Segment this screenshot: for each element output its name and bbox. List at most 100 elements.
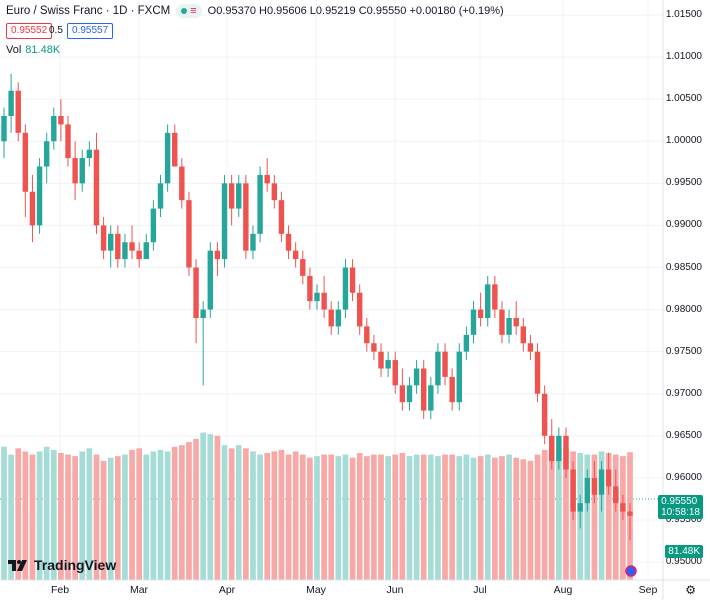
volume-bar xyxy=(171,446,178,580)
price-tick-label: 0.97000 xyxy=(665,387,702,399)
price-tick-label: 0.99500 xyxy=(665,177,702,189)
candle xyxy=(613,469,619,512)
sell-button[interactable]: 0.95552 xyxy=(6,23,53,39)
candle-body xyxy=(43,141,50,167)
candle xyxy=(236,174,242,217)
candle xyxy=(122,233,128,268)
ohlc-readout: O0.95370 H0.95606 L0.95219 C0.95550 +0.0… xyxy=(207,5,504,17)
candle-body xyxy=(236,183,242,209)
settings-gear-icon[interactable]: ⚙ xyxy=(685,583,696,597)
candle xyxy=(449,368,455,411)
candle xyxy=(172,124,178,167)
volume-bar xyxy=(29,454,36,580)
candle xyxy=(541,385,548,445)
time-tick-label: Jun xyxy=(386,584,404,596)
candle-body xyxy=(428,385,434,411)
candle xyxy=(285,225,292,260)
candle-body xyxy=(349,267,356,293)
candle-body xyxy=(150,208,157,243)
candle-body xyxy=(36,166,43,226)
candle xyxy=(207,242,213,318)
volume-bar xyxy=(278,449,285,580)
candle xyxy=(406,376,413,411)
volume-bar xyxy=(563,448,569,580)
volume-bar xyxy=(371,454,377,580)
volume-bar xyxy=(79,451,86,580)
candle-body xyxy=(513,318,519,327)
candle xyxy=(164,124,171,192)
volume-bar xyxy=(541,449,548,580)
candle xyxy=(200,301,206,386)
buy-button[interactable]: 0.95557 xyxy=(67,23,114,39)
volume-bar xyxy=(122,454,128,580)
candle xyxy=(100,217,107,260)
market-status[interactable]: ≡ xyxy=(176,4,202,18)
candle xyxy=(456,343,462,411)
candle-body xyxy=(556,435,562,462)
volume-bar xyxy=(299,454,306,580)
volume-bar xyxy=(463,454,470,580)
candle-body xyxy=(591,477,598,495)
candle xyxy=(563,427,569,478)
candle-body xyxy=(172,132,178,167)
volume-bar xyxy=(385,456,391,580)
candle-body xyxy=(314,292,320,302)
volume-bar xyxy=(150,451,157,580)
candle xyxy=(43,132,50,184)
candle-body xyxy=(179,166,185,201)
candle xyxy=(278,191,285,243)
volume-bar xyxy=(129,449,135,580)
candle xyxy=(22,124,29,217)
volume-bar xyxy=(442,454,448,580)
time-tick-label: Mar xyxy=(129,584,149,596)
candle xyxy=(506,309,512,344)
candle-body xyxy=(328,309,334,327)
candle xyxy=(29,174,36,243)
candle-body xyxy=(577,503,583,512)
volume-bar xyxy=(250,451,256,580)
candle-body xyxy=(520,326,526,344)
candle xyxy=(1,107,7,159)
candle-body xyxy=(506,318,512,335)
tradingview-logo[interactable]: TradingView xyxy=(8,557,116,573)
candle xyxy=(485,275,491,327)
volume-bar xyxy=(285,454,292,580)
candle-body xyxy=(200,309,206,318)
volume-bar xyxy=(93,454,100,580)
candle xyxy=(534,343,541,403)
candle xyxy=(221,174,228,268)
candle-body xyxy=(421,368,427,411)
volume-bar xyxy=(556,446,562,580)
candle xyxy=(300,250,306,285)
volume-bar xyxy=(178,445,185,580)
volume-bar xyxy=(1,446,7,580)
candle-body xyxy=(221,183,228,260)
volume-bar xyxy=(193,438,199,580)
candle-body xyxy=(321,292,327,310)
candle xyxy=(65,116,71,167)
candle-body xyxy=(108,233,114,251)
last-price-tag: 0.95550 10:58:18 xyxy=(658,495,703,519)
volume-bar xyxy=(420,454,427,580)
candle xyxy=(250,225,256,260)
candle-body xyxy=(86,149,93,159)
candles xyxy=(1,73,633,541)
symbol-title[interactable]: Euro / Swiss Franc · 1D · FXCM xyxy=(6,5,171,17)
candle-body xyxy=(186,200,192,268)
candle xyxy=(214,242,221,276)
logo-text: TradingView xyxy=(34,557,117,573)
price-tick-label: 1.01500 xyxy=(665,9,702,20)
candle xyxy=(584,469,591,512)
volume-bar xyxy=(314,456,320,580)
volume-bar xyxy=(321,454,327,580)
candle-body xyxy=(1,116,7,142)
candle-body xyxy=(342,267,349,310)
volume-bar xyxy=(499,456,505,580)
candle xyxy=(527,334,534,361)
volume-bar xyxy=(612,454,619,580)
volume-tag: 81.48K xyxy=(665,545,703,558)
candle-body xyxy=(136,250,142,260)
candle-body xyxy=(527,343,534,352)
volume-bar xyxy=(307,457,313,580)
